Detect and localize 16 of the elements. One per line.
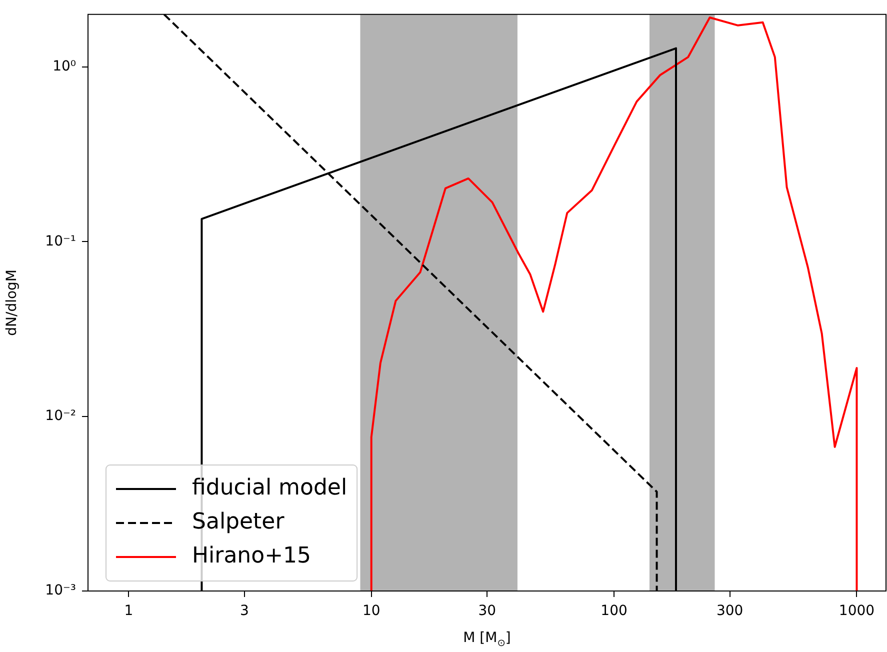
- x-tick-label: 10: [362, 603, 380, 620]
- x-axis-title: M [M⊙]: [463, 630, 511, 650]
- x-tick-label: 100: [600, 603, 628, 620]
- legend-label: fiducial model: [192, 476, 348, 501]
- x-tick-label: 30: [478, 603, 496, 620]
- y-tick-label: 10⁻²: [45, 408, 76, 424]
- x-tick-label: 1: [124, 603, 134, 620]
- legend-label: Salpeter: [192, 510, 286, 535]
- x-tick-label: 3: [240, 603, 249, 620]
- y-axis-title: dN/dlogM: [4, 270, 20, 336]
- y-tick-label: 10⁻³: [45, 582, 76, 599]
- legend-label: Hirano+15: [192, 544, 312, 569]
- x-tick-label: 1000: [838, 603, 875, 620]
- y-tick-label: 10⁰: [52, 58, 76, 75]
- y-tick-label: 10⁻¹: [45, 233, 76, 250]
- x-tick-label: 300: [716, 603, 744, 620]
